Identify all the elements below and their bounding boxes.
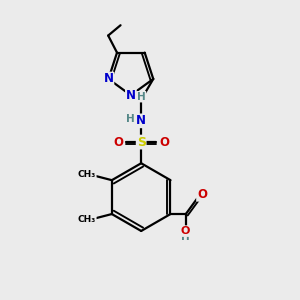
Text: O: O xyxy=(113,136,123,148)
Text: N: N xyxy=(103,73,113,85)
Text: H: H xyxy=(182,232,190,242)
Text: O: O xyxy=(181,226,190,236)
Text: S: S xyxy=(137,136,146,148)
Text: CH₃: CH₃ xyxy=(78,170,96,179)
Text: H: H xyxy=(137,92,146,102)
Text: H: H xyxy=(126,114,134,124)
Text: CH₃: CH₃ xyxy=(78,215,96,224)
Text: N: N xyxy=(136,114,146,127)
Text: O: O xyxy=(159,136,169,148)
Text: N: N xyxy=(126,89,136,102)
Text: O: O xyxy=(197,188,207,201)
